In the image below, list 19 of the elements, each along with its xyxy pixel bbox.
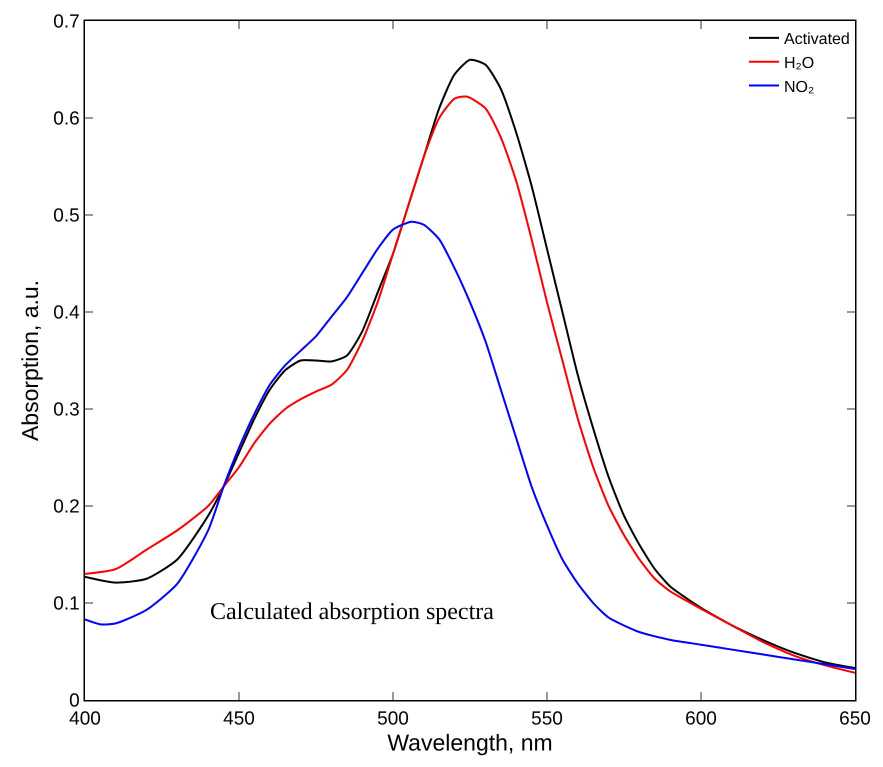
y-tick-label: 0.6 [53,108,80,130]
y-tick-label: 0.4 [53,302,80,324]
legend-label: H₂O [784,54,814,72]
line-series [85,220,855,670]
legend-label: NO₂ [784,78,814,96]
x-tick-label: 500 [377,708,409,730]
y-axis-title: Absorption, a.u. [16,280,43,442]
y-tick-label: 0.1 [53,594,80,615]
y-tick-label: 0.2 [53,496,80,518]
x-tick-label: 600 [685,708,717,730]
x-tick-label: 450 [223,708,255,730]
annotation: Calculated absorption spectra [210,599,494,625]
y-tick-label: 0.5 [53,206,80,227]
y-tick-label: 0.7 [53,12,80,33]
x-tick-label: 650 [839,708,871,730]
x-axis-title: Wavelength, nm [387,729,553,756]
legend-label: Activated [784,31,850,48]
y-tick-label: 0.3 [53,400,80,421]
x-tick-label: 550 [531,708,563,730]
